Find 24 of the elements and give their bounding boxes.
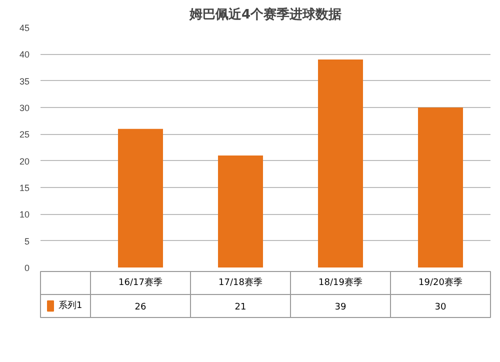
y-tick-label: 5	[24, 236, 30, 246]
y-tick-label: 25	[19, 130, 30, 140]
y-tick-label: 0	[24, 263, 30, 273]
x-tick-label: 19/20赛季	[418, 277, 462, 288]
legend-label: 系列1	[58, 300, 82, 311]
x-tick-label: 16/17赛季	[118, 277, 162, 288]
data-label: 30	[434, 302, 446, 312]
chart-title: 姆巴佩近4个赛季进球数据	[188, 6, 342, 22]
y-tick-label: 10	[19, 210, 30, 220]
bar	[218, 156, 263, 268]
data-label: 39	[334, 302, 346, 312]
bar	[418, 108, 463, 268]
y-tick-label: 45	[19, 23, 30, 33]
bar	[318, 60, 363, 268]
y-tick-label: 15	[19, 183, 30, 193]
x-tick-label: 17/18赛季	[218, 277, 262, 288]
y-tick-label: 30	[19, 103, 30, 113]
data-label: 21	[234, 302, 246, 312]
x-tick-label: 18/19赛季	[318, 277, 362, 288]
data-label: 26	[134, 302, 146, 312]
y-tick-label: 35	[19, 76, 30, 86]
bar	[118, 128, 163, 268]
y-tick-label: 20	[19, 156, 30, 166]
y-tick-label: 40	[19, 50, 30, 60]
